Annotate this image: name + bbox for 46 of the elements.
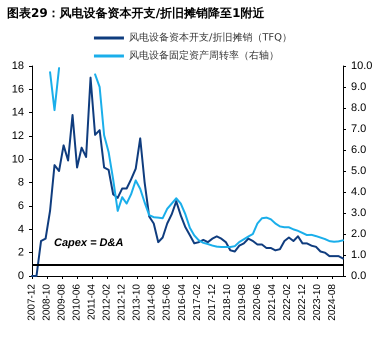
x-tick-label: 2024-08 bbox=[327, 284, 338, 321]
y-tick-label: 18 bbox=[12, 60, 24, 72]
y2-tick-label: 10.0 bbox=[351, 60, 372, 72]
x-tick-label: 2016-04 bbox=[176, 284, 188, 321]
x-tick-label: 2012-02 bbox=[102, 284, 113, 321]
y2-tick-label: 3.0 bbox=[351, 207, 366, 219]
y2-tick-label: 7.0 bbox=[351, 123, 366, 135]
y-tick-label: 10 bbox=[12, 153, 24, 166]
legend-label: 风电设备固定资产周转率（右轴） bbox=[128, 50, 279, 62]
x-tick-label: 2022-12 bbox=[296, 284, 308, 321]
x-tick-label: 2018-10 bbox=[222, 284, 233, 321]
x-tick-label: 2017-12 bbox=[206, 284, 218, 321]
x-tick-label: 2008-10 bbox=[42, 284, 53, 321]
y2-tick-label: 8.0 bbox=[351, 102, 366, 114]
y2-tick-label: 5.0 bbox=[351, 165, 366, 177]
x-tick-label: 2023-10 bbox=[312, 284, 323, 321]
x-tick-label: 2011-04 bbox=[86, 284, 98, 320]
y-tick-label: 4 bbox=[18, 223, 24, 236]
y2-tick-label: 2.0 bbox=[351, 228, 366, 240]
y-tick-label: 16 bbox=[12, 83, 24, 96]
ref-line-label: Capex = D&A bbox=[54, 236, 124, 249]
x-tick-label: 2017-02 bbox=[192, 284, 203, 321]
x-tick-label: 2012-12 bbox=[116, 284, 128, 321]
y2-tick-label: 0.0 bbox=[351, 270, 366, 282]
y-tick-label: 14 bbox=[12, 106, 24, 119]
y-tick-label: 12 bbox=[12, 130, 24, 142]
x-tick-label: 2015-06 bbox=[162, 284, 173, 321]
y2-tick-label: 1.0 bbox=[351, 249, 366, 261]
chart-title: 图表29：风电设备资本开支/折旧摊销降至1附近 bbox=[7, 6, 266, 20]
x-tick-label: 2019-08 bbox=[236, 284, 248, 321]
x-tick-label: 2020-06 bbox=[252, 284, 263, 321]
y2-tick-label: 9.0 bbox=[351, 81, 366, 93]
x-tick-label: 2014-08 bbox=[146, 284, 158, 321]
x-tick-label: 2010-06 bbox=[72, 284, 83, 321]
y-tick-label: 2 bbox=[18, 246, 24, 259]
x-tick-label: 2009-08 bbox=[56, 284, 68, 321]
legend-label: 风电设备资本开支/折旧摊销（TFQ） bbox=[128, 32, 292, 44]
x-tick-label: 2007-12 bbox=[26, 284, 38, 321]
y-tick-label: 0 bbox=[18, 270, 24, 282]
y-tick-label: 6 bbox=[18, 200, 24, 212]
y-tick-label: 8 bbox=[18, 176, 24, 189]
y2-tick-label: 4.0 bbox=[351, 186, 366, 198]
y2-tick-label: 6.0 bbox=[351, 144, 366, 156]
x-tick-label: 2013-10 bbox=[132, 284, 143, 321]
x-tick-label: 2022-02 bbox=[282, 284, 294, 321]
x-tick-label: 2021-04 bbox=[266, 284, 278, 321]
